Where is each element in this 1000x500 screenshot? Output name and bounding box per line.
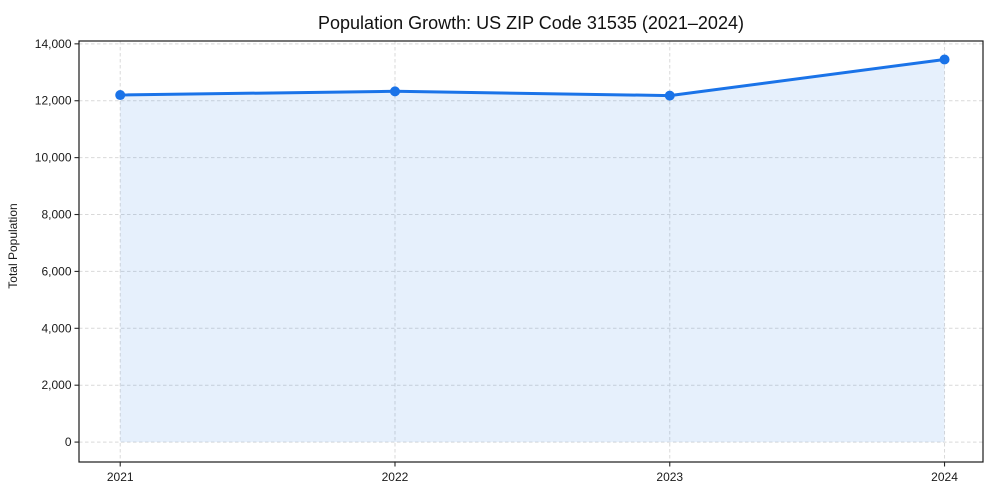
series-line	[118, 58, 946, 98]
data-point-2022	[389, 86, 400, 97]
series	[115, 54, 950, 443]
x-tick-label: 2024	[931, 470, 958, 484]
data-point-2024	[939, 54, 950, 65]
y-tick-label: 14,000	[35, 37, 72, 51]
y-tick-label: 2,000	[41, 378, 71, 392]
x-tick-label: 2022	[382, 470, 409, 484]
chart-title: Population Growth: US ZIP Code 31535 (20…	[318, 13, 744, 33]
axes: 2021 2022 2023 2024 0 2,000 4,000 6,000 8,000 10,…	[35, 37, 984, 484]
data-point-2021	[115, 90, 126, 101]
area-fill	[120, 59, 945, 443]
data-point-2023	[664, 90, 675, 101]
y-tick-label: 12,000	[35, 94, 72, 108]
y-axis-label: Total Population	[6, 203, 20, 288]
gridlines	[79, 41, 983, 462]
x-tick-label: 2021	[107, 470, 134, 484]
x-tick-label: 2023	[656, 470, 683, 484]
y-tick-label: 8,000	[41, 208, 71, 222]
y-tick-label: 0	[65, 435, 72, 449]
plot-border	[78, 40, 984, 463]
y-tick-label: 6,000	[41, 264, 71, 278]
y-tick-label: 10,000	[35, 151, 72, 165]
y-tick-label: 4,000	[41, 321, 71, 335]
